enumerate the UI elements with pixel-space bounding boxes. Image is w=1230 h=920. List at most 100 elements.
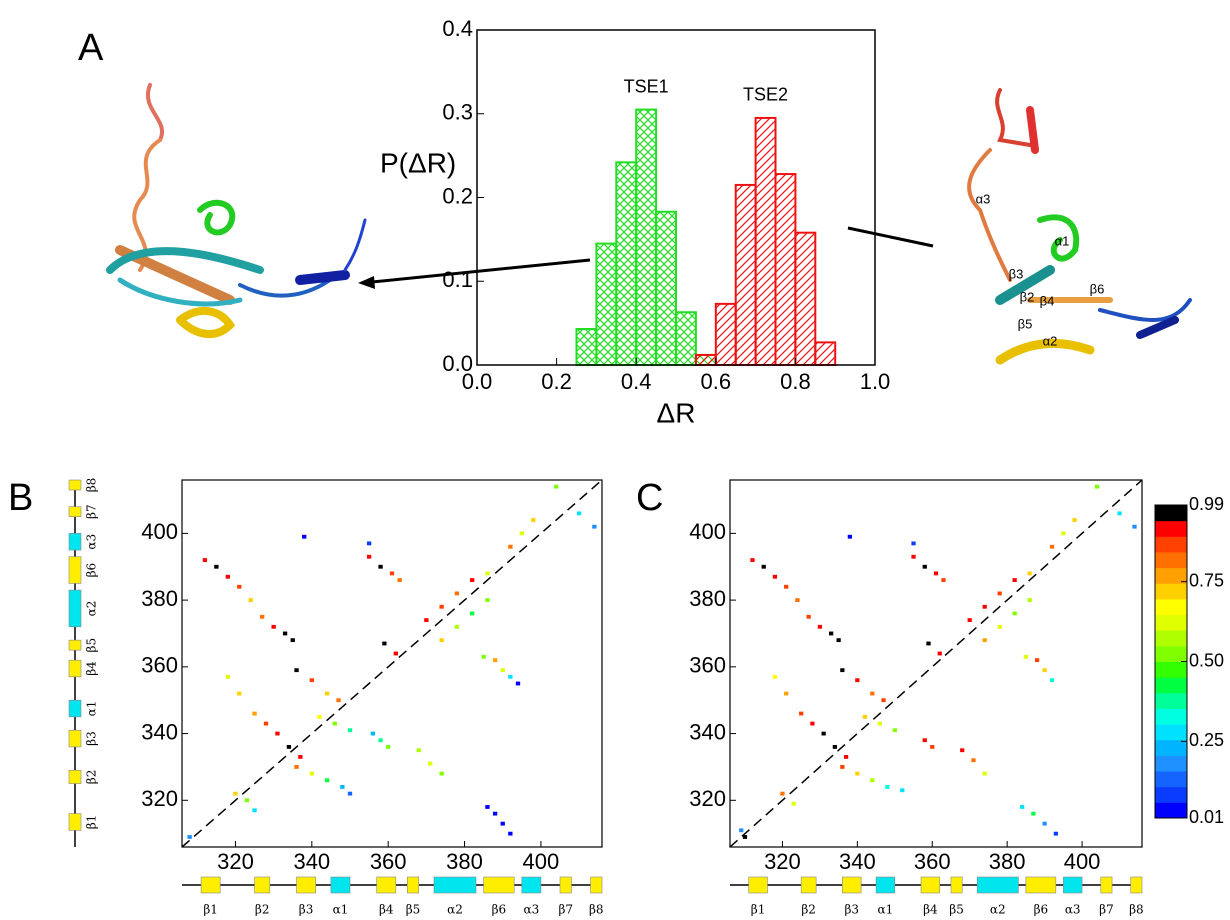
y-tick-label: 340 (141, 719, 178, 744)
contact-cell (1117, 511, 1122, 516)
ss-label: α2 (447, 903, 463, 917)
panel-label: A (78, 27, 104, 69)
contact-cell (967, 618, 972, 623)
ss-label: β5 (406, 903, 421, 917)
bar (575, 327, 598, 366)
contact-cell (1027, 571, 1032, 576)
y-tick-label: 360 (689, 653, 726, 678)
contact-cell (1042, 821, 1047, 826)
contact-cell (332, 721, 337, 726)
ss-label: β3 (844, 903, 859, 917)
y-tick-label: 340 (689, 719, 726, 744)
bar (694, 353, 717, 367)
contact-cell (922, 738, 927, 743)
ss-element (433, 876, 477, 894)
contact-cell (1061, 531, 1066, 536)
y-tick-label: 0.2 (442, 183, 473, 208)
contact-cell (922, 564, 927, 569)
colorbar-tick-label: 0.99 (1189, 494, 1224, 514)
ss-element (483, 876, 515, 894)
y-tick-label: 400 (141, 519, 178, 544)
contact-cell (795, 598, 800, 603)
ss-element (800, 876, 817, 894)
colorbar-band (1155, 536, 1187, 553)
contact-cell (439, 638, 444, 643)
contact-cell (855, 771, 860, 776)
contact-cell (982, 638, 987, 643)
ss-label: β3 (85, 731, 99, 746)
contact-cell (454, 624, 460, 629)
contact-cell (911, 541, 916, 546)
contact-cell (1132, 524, 1137, 529)
contact-cell (485, 805, 490, 809)
colorbar-tick-label: 0.50 (1189, 650, 1224, 670)
bar (595, 242, 618, 366)
contact-cell (492, 811, 498, 816)
contact-cell (877, 721, 882, 726)
contact-cell (366, 541, 372, 546)
contact-cell (389, 571, 395, 576)
contact-cell (1027, 598, 1032, 603)
contact-cell (982, 604, 987, 609)
ss-label: α3 (1065, 903, 1081, 917)
bar (794, 231, 817, 366)
contact-cell (937, 651, 942, 656)
ss-element (748, 876, 768, 894)
ss-label: β7 (558, 903, 573, 917)
ss-element (68, 729, 82, 748)
contact-cell (1020, 805, 1025, 809)
contact-cell (960, 748, 965, 753)
contact-cell (439, 604, 444, 609)
y-tick-label: 320 (689, 786, 726, 811)
contact-cell (397, 578, 402, 583)
contact-cell (1042, 668, 1047, 673)
contact-cell (500, 668, 505, 673)
ss-element (68, 813, 82, 831)
y-tick-label: 380 (141, 586, 178, 611)
contact-cell (739, 828, 744, 833)
contact-cell (784, 691, 789, 696)
contact-cell (508, 831, 513, 836)
x-tick-label: 360 (370, 849, 407, 874)
contact-cell (1035, 658, 1040, 663)
ss-label: α1 (878, 903, 894, 917)
ss-label: β1 (85, 815, 99, 830)
contact-cell (1053, 831, 1058, 836)
contact-cell (997, 591, 1002, 596)
arrows (358, 226, 934, 289)
x-tick-label: 0.8 (780, 369, 811, 394)
contact-cell (832, 744, 837, 749)
x-tick-label: 400 (523, 849, 560, 874)
contact-cell (481, 654, 486, 659)
contact-cell (515, 681, 521, 686)
contact-cell (836, 638, 841, 643)
contact-cell (829, 631, 834, 636)
contact-cell (340, 785, 345, 789)
structure-label: α2 (1043, 333, 1058, 348)
contact-cell (286, 744, 292, 749)
contact-cell (260, 614, 265, 619)
x-tick-label: 320 (764, 849, 801, 874)
structure-label: β6 (1090, 281, 1105, 296)
contact-cell (393, 651, 398, 656)
contact-cell (933, 571, 939, 576)
contact-cell (347, 728, 353, 733)
x-tick-label: 0.2 (541, 369, 572, 394)
ss-label: β2 (801, 903, 816, 917)
ss-label: β6 (85, 563, 99, 578)
ss-element (976, 876, 1019, 894)
contact-cell (317, 714, 322, 719)
contact-cell (840, 668, 845, 673)
bar (635, 108, 658, 366)
contact-cell (378, 738, 383, 743)
contact-cell (576, 511, 582, 516)
colorbar-band (1155, 692, 1187, 709)
contact-cell (881, 698, 886, 703)
contact-cell (252, 711, 257, 716)
bar (814, 341, 837, 367)
contact-cell (1049, 678, 1055, 683)
structure-label: α1 (1055, 233, 1070, 248)
contact-cell (508, 544, 513, 549)
ss-label: β4 (85, 661, 99, 676)
colorbar-tick-label: 0.01 (1189, 807, 1224, 827)
